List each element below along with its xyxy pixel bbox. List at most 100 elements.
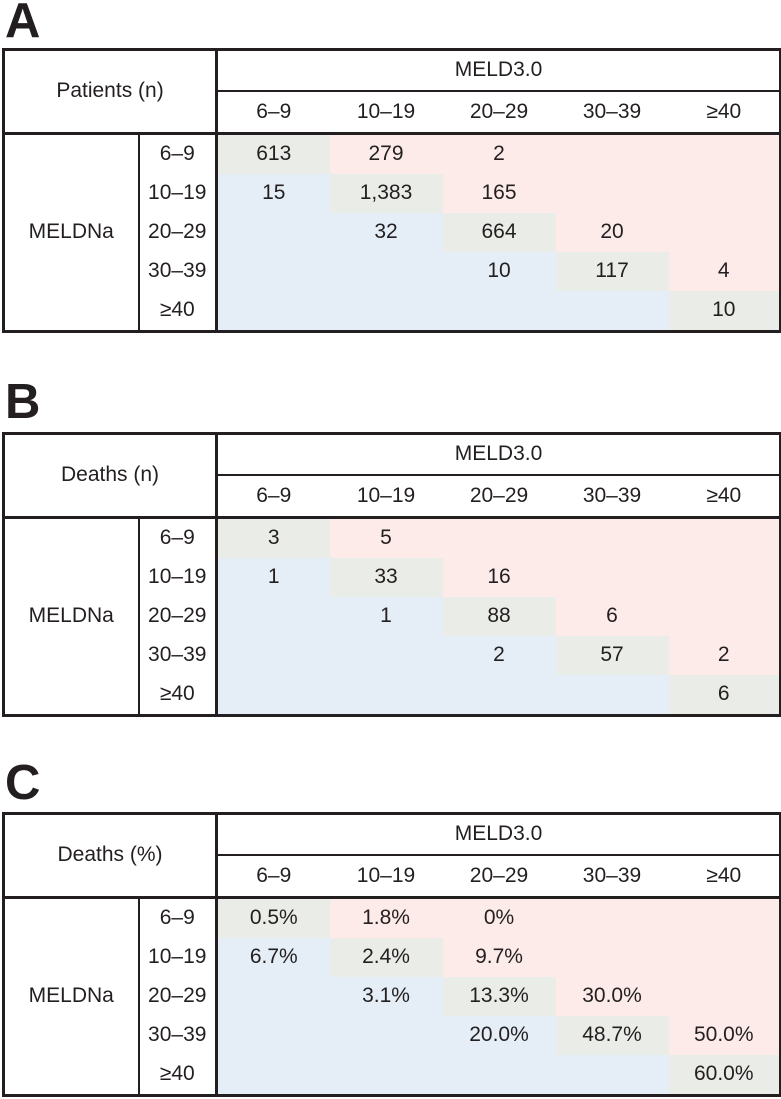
data-cell: 10: [442, 252, 556, 291]
table-body: MELDNa 6–9 613 279 2 10–19 15 1,383 165 20–29 32 66…: [3, 133, 781, 332]
row-header: 6–9: [138, 897, 218, 938]
diagonal-cell: 3: [216, 517, 330, 558]
data-cell: [555, 1055, 669, 1096]
table-row: 10–19 15 1,383 165: [4, 174, 781, 213]
deaths-pct-crosstab-table: Deaths (%) MELD3.0 6–9 10–19 20–29 30–39…: [2, 812, 781, 1097]
data-cell: [555, 938, 669, 977]
table-row: 20–29 1 88 6: [4, 597, 781, 636]
row-header: 30–39: [138, 252, 219, 291]
data-cell: 20: [555, 213, 669, 252]
data-cell: [555, 291, 669, 332]
col-header: 30–39: [555, 475, 669, 519]
table-row: MELDNa 6–9 613 279 2: [3, 133, 781, 332]
data-cell: 9.7%: [442, 938, 556, 977]
data-cell: [555, 517, 669, 558]
data-cell: 3.1%: [329, 977, 443, 1016]
patients-crosstab-table: Patients (n) MELD3.0 6–9 10–19 20–29 30–…: [2, 48, 781, 333]
data-cell: [216, 1016, 330, 1055]
col-headers-row: 6–9 10–19 20–29 30–39 ≥40: [4, 855, 781, 899]
row-group-header: MELDNa: [3, 517, 140, 716]
row-header: 20–29: [138, 213, 219, 252]
diagonal-cell: 0.5%: [216, 897, 330, 938]
data-cell: [555, 675, 669, 716]
row-header: 20–29: [138, 597, 219, 636]
col-header: 20–29: [442, 855, 556, 899]
data-cell: 20.0%: [442, 1016, 556, 1055]
row-header: 10–19: [138, 938, 218, 977]
col-header: 30–39: [555, 855, 669, 899]
data-cell: [216, 977, 330, 1016]
col-header: 10–19: [329, 91, 443, 135]
diagonal-cell: 2.4%: [329, 938, 443, 977]
row-header: ≥40: [138, 291, 219, 332]
col-group-header: MELD3.0: [216, 813, 781, 856]
table-row: 20–29 32 664 20: [4, 213, 781, 252]
group-header-row: Deaths (n) MELD3.0: [3, 433, 781, 519]
data-cell: [442, 291, 556, 332]
data-cell: [668, 897, 781, 938]
data-cell: [329, 1055, 443, 1096]
data-cell: [442, 517, 556, 558]
table-row: 30–39 10 117 4: [4, 252, 781, 291]
row-group-header: MELDNa: [3, 897, 140, 1096]
data-cell: [216, 636, 330, 675]
col-header: 20–29: [442, 475, 556, 519]
table-row: ≥40 10: [4, 291, 781, 332]
data-cell: 1.8%: [329, 897, 443, 938]
panel-label-b: B: [5, 375, 41, 429]
data-cell: 5: [329, 517, 443, 558]
panel-label-c: C: [5, 756, 41, 810]
data-cell: [216, 252, 330, 291]
data-cell: 165: [442, 174, 556, 213]
data-cell: [216, 675, 330, 716]
data-cell: [555, 174, 669, 213]
diagonal-cell: 33: [329, 558, 443, 597]
data-cell: [668, 938, 781, 977]
table-title-cell: Patients (n): [3, 49, 219, 135]
col-header: 6–9: [216, 91, 330, 135]
data-cell: [329, 291, 443, 332]
data-cell: [442, 675, 556, 716]
data-cell: 15: [216, 174, 330, 213]
data-cell: 32: [329, 213, 443, 252]
data-cell: 6.7%: [216, 938, 330, 977]
data-cell: 2: [442, 636, 556, 675]
diagonal-cell: 48.7%: [555, 1016, 669, 1055]
row-header: ≥40: [138, 1055, 218, 1096]
data-cell: [216, 1055, 330, 1096]
data-cell: [555, 897, 669, 938]
table-row: 10–19 1 33 16: [4, 558, 781, 597]
col-header: ≥40: [668, 475, 781, 519]
data-cell: 279: [329, 133, 443, 174]
data-cell: 1: [216, 558, 330, 597]
col-headers-row: 6–9 10–19 20–29 30–39 ≥40: [4, 475, 781, 519]
data-cell: [668, 133, 781, 174]
table-row: 10–19 6.7% 2.4% 9.7%: [4, 938, 781, 977]
col-headers-row: 6–9 10–19 20–29 30–39 ≥40: [4, 91, 781, 135]
data-cell: [668, 558, 781, 597]
table-title-cell: Deaths (n): [3, 433, 219, 519]
col-header: 30–39: [555, 91, 669, 135]
panel-label-a: A: [5, 0, 41, 48]
col-header: 10–19: [329, 855, 443, 899]
data-cell: [216, 213, 330, 252]
table-row: ≥40 60.0%: [4, 1055, 781, 1096]
deaths-n-crosstab-table: Deaths (n) MELD3.0 6–9 10–19 20–29 30–39…: [2, 432, 781, 717]
table-row: MELDNa 6–9 3 5: [3, 517, 781, 716]
data-cell: [442, 1055, 556, 1096]
diagonal-cell: 117: [555, 252, 669, 291]
diagonal-cell: 88: [442, 597, 556, 636]
diagonal-cell: 60.0%: [668, 1055, 781, 1096]
row-header: 6–9: [138, 517, 219, 558]
data-cell: [329, 636, 443, 675]
row-header: ≥40: [138, 675, 219, 716]
row-header: 30–39: [138, 636, 219, 675]
data-cell: 50.0%: [668, 1016, 781, 1055]
data-cell: [329, 675, 443, 716]
data-cell: [329, 1016, 443, 1055]
diagonal-cell: 10: [668, 291, 781, 332]
data-cell: [216, 597, 330, 636]
data-cell: [668, 213, 781, 252]
data-cell: 4: [668, 252, 781, 291]
diagonal-cell: 613: [216, 133, 330, 174]
